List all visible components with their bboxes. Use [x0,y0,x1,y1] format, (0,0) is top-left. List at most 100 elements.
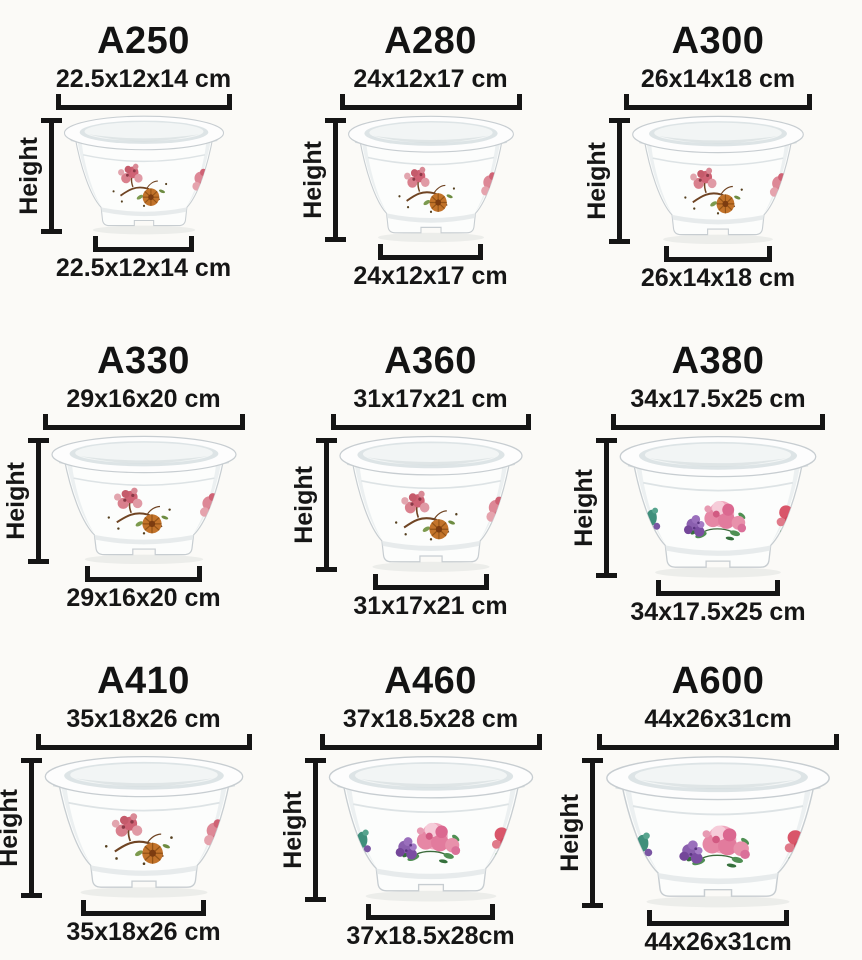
top-dimension-label: 26x14x18 cm [640,65,796,93]
bottom-dimension-label: 29x16x20 cm [66,584,221,612]
height-dimension-line [27,438,49,564]
width-dimension-line [597,734,839,750]
width-dimension-line [42,414,245,430]
model-label: A460 [384,660,477,702]
top-dimension-label: 24x12x17 cm [353,65,508,93]
bottom-dimension-label: 26x14x18 cm [640,264,796,292]
width-dimension-line [35,734,252,750]
product-card-a300: A300 26x14x18 cm Height 26x14x18 cm [574,0,862,320]
width-dimension-line [55,94,232,110]
pot-area: Height [287,434,574,576]
base-dimension-line [647,910,789,926]
height-label: Height [583,142,611,220]
base-dimension-line [377,244,484,260]
flower-pot-photo [338,435,523,573]
base-dimension-line [84,566,203,582]
top-dimension-label: 37x18.5x28 cm [342,705,519,733]
flower-pot-photo [605,755,831,909]
flower-pot-photo [50,435,237,565]
height-measure: Height [570,434,617,582]
flower-pot-photo [63,115,224,236]
height-dimension-line [304,758,326,902]
product-card-a380: A380 34x17.5x25 cm Height 34x17.5x25 cm [570,320,862,640]
pot-area: Height [570,434,862,582]
top-dimension-label: 22.5x12x14 cm [55,65,232,93]
base-dimension-line [655,580,781,596]
height-dimension-line [596,438,617,578]
bottom-dimension-label: 31x17x21 cm [353,592,508,620]
pot-area: Height [0,754,287,902]
base-dimension-line [663,246,773,262]
top-dimension-label: 44x26x31cm [644,705,792,733]
product-card-a330: A330 29x16x20 cm Height 29x16x20 cm [0,320,287,640]
top-dimension-label: 31x17x21 cm [353,385,508,413]
height-dimension-line [609,118,630,244]
model-label: A600 [671,660,765,702]
bottom-dimension-label: 37x18.5x28cm [346,922,515,950]
height-measure: Height [556,754,603,912]
bottom-dimension-label: 22.5x12x14 cm [55,254,232,282]
base-dimension-line [80,900,206,916]
model-label: A300 [671,20,765,62]
height-label: Height [298,141,327,219]
height-label: Height [278,791,307,869]
model-label: A250 [97,20,190,62]
product-card-a410: A410 35x18x26 cm Height 35x18x26 cm [0,640,287,960]
height-measure: Height [14,114,62,238]
product-card-a360: A360 31x17x21 cm Height 31x17x21 cm [287,320,574,640]
height-label: Height [1,462,30,540]
pot-area: Height [279,754,574,906]
height-measure: Height [289,434,337,576]
flower-pot-photo [347,115,514,243]
model-label: A410 [97,660,190,702]
model-label: A380 [671,340,765,382]
base-dimension-line [365,904,496,920]
height-dimension-line [315,438,337,572]
pot-area: Height [574,114,862,248]
width-dimension-line [319,734,542,750]
height-label: Height [289,466,318,544]
bottom-dimension-label: 34x17.5x25 cm [630,598,806,626]
bottom-dimension-label: 24x12x17 cm [353,262,508,290]
height-label: Height [570,469,598,547]
pot-area: Height [556,754,862,912]
pot-area: Height [0,434,287,568]
pot-area: Height [287,114,574,246]
bottom-dimension-label: 35x18x26 cm [66,918,221,946]
height-measure: Height [583,114,630,248]
model-label: A280 [384,20,477,62]
height-measure: Height [0,754,42,902]
height-label: Height [556,794,584,872]
product-card-a600: A600 44x26x31cm Height 44x26x31cm [556,640,862,960]
top-dimension-label: 29x16x20 cm [66,385,221,413]
height-label: Height [14,137,43,215]
width-dimension-line [624,94,812,110]
base-dimension-line [372,574,489,590]
height-measure: Height [278,754,326,906]
bottom-dimension-label: 44x26x31cm [644,928,792,956]
top-dimension-label: 35x18x26 cm [66,705,221,733]
product-card-a250: A250 22.5x12x14 cm Height 22.5x12x14 cm [0,0,287,320]
model-label: A330 [97,340,190,382]
top-dimension-label: 34x17.5x25 cm [630,385,806,413]
height-measure: Height [1,434,49,568]
flower-pot-photo [328,755,533,903]
height-measure: Height [298,114,346,246]
product-card-a460: A460 37x18.5x28 cm Height 37x18.5x28cm [279,640,574,960]
height-dimension-line [582,758,603,908]
flower-pot-photo [619,435,817,579]
base-dimension-line [92,236,194,252]
width-dimension-line [339,94,522,110]
height-label: Height [0,789,23,867]
height-dimension-line [324,118,346,242]
flower-pot-photo [43,755,244,899]
flower-pot-photo [631,115,805,245]
product-card-a280: A280 24x12x17 cm Height 24x12x17 cm [287,0,574,320]
model-label: A360 [384,340,477,382]
height-dimension-line [20,758,42,898]
width-dimension-line [330,414,531,430]
pot-area: Height [0,114,287,238]
width-dimension-line [611,414,825,430]
